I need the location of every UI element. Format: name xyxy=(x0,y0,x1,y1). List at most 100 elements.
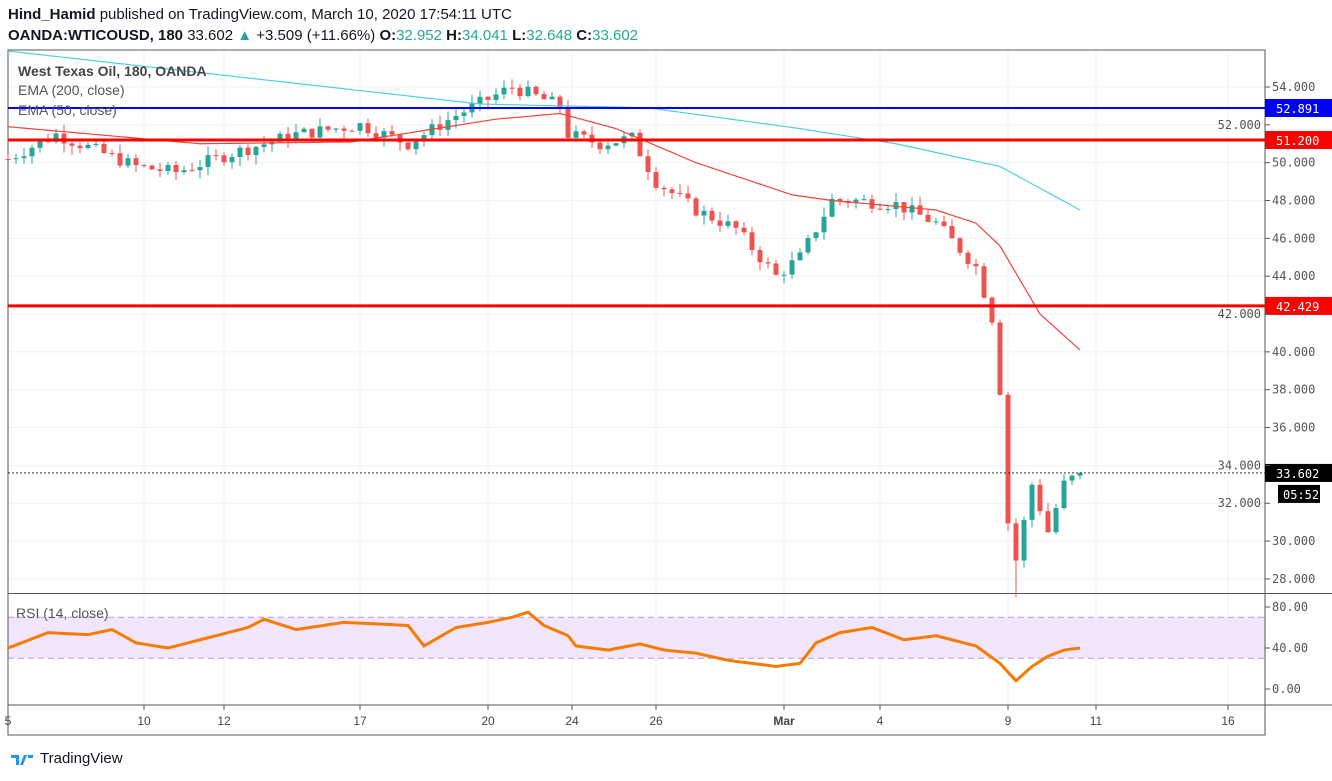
candle xyxy=(653,172,659,188)
candle xyxy=(757,249,763,263)
candle xyxy=(749,232,755,250)
candle xyxy=(925,214,931,222)
candle xyxy=(597,142,603,150)
candle xyxy=(437,124,443,130)
candle xyxy=(381,131,387,138)
candle xyxy=(357,123,363,131)
x-tick-label: 17 xyxy=(353,714,367,728)
candle xyxy=(1061,480,1067,509)
candle xyxy=(885,209,891,211)
candle xyxy=(133,158,139,166)
candle xyxy=(285,133,291,142)
candle xyxy=(1069,475,1075,481)
candle xyxy=(637,132,643,157)
candle xyxy=(525,86,531,97)
last-price: 33.602 xyxy=(187,27,234,44)
x-tick-label: 24 xyxy=(565,714,579,728)
candle xyxy=(205,155,211,168)
candle xyxy=(373,133,379,138)
open-value: 32.952 xyxy=(396,27,442,44)
candle xyxy=(261,144,267,147)
candle xyxy=(765,262,771,264)
candle xyxy=(741,227,747,233)
price-tick-label: 38.000 xyxy=(1272,383,1315,397)
h-label: H: xyxy=(446,27,462,44)
candle xyxy=(557,96,563,108)
candle xyxy=(709,210,715,221)
x-tick-label: 10 xyxy=(137,714,151,728)
candle xyxy=(445,120,451,130)
candle xyxy=(197,167,203,171)
x-tick-label: 20 xyxy=(481,714,495,728)
candle xyxy=(693,198,699,216)
footer-brand: TradingView xyxy=(40,750,123,767)
candle xyxy=(829,199,835,217)
candle xyxy=(165,164,171,172)
candle xyxy=(389,131,395,135)
candle xyxy=(29,147,35,157)
x-tick-label: 11 xyxy=(1090,714,1103,728)
price-tick-label: 54.000 xyxy=(1272,80,1315,94)
candle xyxy=(325,126,331,130)
price-tick-label: 44.000 xyxy=(1272,269,1315,283)
candle xyxy=(141,165,147,167)
chart-frame xyxy=(7,49,1266,736)
l-label: L: xyxy=(512,27,527,44)
candle xyxy=(893,202,899,210)
rsi-tick-label: 0.00 xyxy=(1272,682,1301,696)
candle xyxy=(237,147,243,157)
candle xyxy=(613,143,619,146)
candle xyxy=(605,145,611,150)
legend-ema50: EMA (50, close) xyxy=(18,102,117,118)
candle xyxy=(1037,484,1043,512)
close-value: 33.602 xyxy=(592,27,639,44)
candle xyxy=(685,193,691,199)
candle xyxy=(733,221,739,228)
candle xyxy=(501,87,507,95)
candle xyxy=(813,232,819,238)
candle xyxy=(173,164,179,173)
rsi-band xyxy=(8,617,1265,659)
publish-info: Hind_Hamid published on TradingView.com,… xyxy=(8,6,512,23)
candle xyxy=(957,238,963,253)
candle xyxy=(821,216,827,233)
candle xyxy=(221,155,227,163)
line xyxy=(7,112,1081,351)
symbol-info: OANDA:WTICOUSD, 180 33.602 ▲ +3.509 (+11… xyxy=(8,27,638,44)
candle xyxy=(565,107,571,138)
candle xyxy=(77,145,83,149)
candle xyxy=(101,143,107,153)
candle xyxy=(301,128,307,133)
price-tick-label: 30.000 xyxy=(1272,534,1315,548)
candle xyxy=(349,130,355,132)
candle xyxy=(69,143,75,146)
candle xyxy=(1005,394,1011,524)
candle xyxy=(933,221,939,223)
candle xyxy=(21,156,27,159)
candle xyxy=(1045,511,1051,533)
price-tick-label: 36.000 xyxy=(1272,421,1315,435)
candle xyxy=(317,126,323,138)
x-tick-label: 5 xyxy=(5,714,12,728)
price-label-bg xyxy=(1265,98,1332,117)
candle xyxy=(461,112,467,116)
legend-title: West Texas Oil, 180, OANDA xyxy=(18,63,207,79)
candle xyxy=(413,141,419,150)
candle xyxy=(965,252,971,264)
candle xyxy=(85,144,91,149)
candle xyxy=(365,123,371,134)
candle xyxy=(93,143,99,145)
up-triangle-icon: ▲ xyxy=(237,27,253,44)
candle xyxy=(245,147,251,156)
countdown-label: 05:52 xyxy=(1283,488,1319,502)
candle xyxy=(701,210,707,216)
price-tick-label: 46.000 xyxy=(1272,231,1315,245)
price-label: 51.200 xyxy=(1276,134,1319,148)
price-tick-label: 34.000 xyxy=(1218,458,1261,472)
candle xyxy=(405,142,411,150)
x-tick-label: 16 xyxy=(1221,714,1235,728)
price-tick-label: 50.000 xyxy=(1272,156,1315,170)
line xyxy=(7,610,1081,683)
candle xyxy=(861,199,867,201)
